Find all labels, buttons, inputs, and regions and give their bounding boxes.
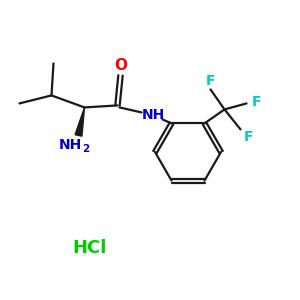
Text: F: F xyxy=(206,74,215,88)
Text: HCl: HCl xyxy=(73,239,107,257)
Text: NH: NH xyxy=(142,108,165,122)
Text: F: F xyxy=(244,130,253,144)
Text: NH: NH xyxy=(59,138,82,152)
Text: O: O xyxy=(114,58,127,73)
Text: 2: 2 xyxy=(82,144,89,154)
Polygon shape xyxy=(75,107,85,136)
Text: F: F xyxy=(252,95,261,110)
